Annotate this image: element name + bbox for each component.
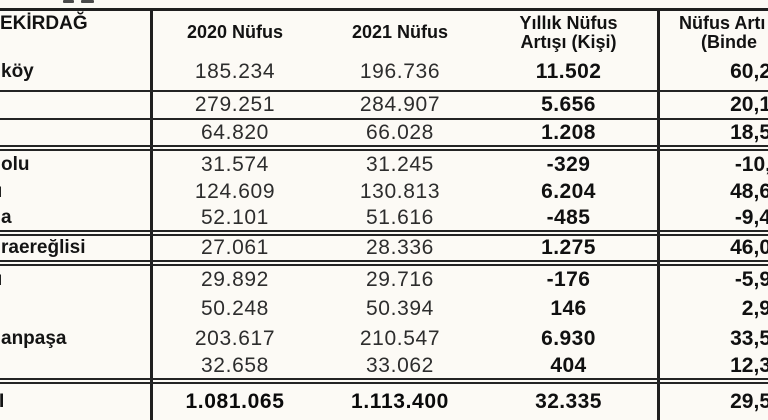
cell-2021-population: 284.907 [359,93,441,116]
cell-total-2021-population: 1.113.400 [351,390,449,413]
cell-growth-rate: 60,2 [730,60,768,83]
row-divider [0,90,768,92]
cell-district-name: raereğlisi [1,237,86,258]
header-2020-population: 2020 Nüfus [186,22,284,42]
cell-2021-population: 33.062 [365,354,434,377]
table-total-row: I 1.081.065 1.113.400 32.335 29,5 [0,384,768,420]
header-2021-population: 2021 Nüfus [351,22,449,42]
cell-2021-population: 130.813 [359,180,441,203]
cell-growth-rate: 18,5 [730,120,768,144]
cell-2020-population: 185.234 [194,60,276,83]
header-growth-rate: Nüfus Artı (Binde [657,11,768,54]
table-row: ı 29.892 29.716 -176 -5,9 [0,266,768,294]
cell-district-name: ı [0,178,150,206]
cell-annual-increase: 6.930 [541,327,596,350]
cell-district-name: a [1,207,12,228]
table-row: 279.251 284.907 5.656 20,1 [0,92,768,118]
cell-district-name: olu [1,153,30,175]
cell-growth-rate: 2,9 [741,297,768,320]
table-top-border [0,8,768,11]
cell-district-name [0,354,150,378]
cell-annual-increase: 11.502 [535,60,602,83]
header-province: EKİRDAĞ [0,13,88,34]
cell-2020-population: 50.248 [200,297,269,320]
cell-2020-population: 32.658 [200,354,269,377]
cell-annual-increase: 404 [550,354,587,377]
cell-growth-rate: 12,3 [730,354,768,377]
table-row: 32.658 33.062 404 12,3 [0,354,768,378]
cell-total-label: I [0,391,5,412]
cell-2021-population: 29.716 [365,268,434,291]
table-row: a 52.101 51.616 -485 -9,4 [0,206,768,230]
cell-2020-population: 64.820 [200,120,269,144]
cell-2021-population: 31.245 [365,152,434,176]
cell-total-2020-population: 1.081.065 [185,390,285,413]
cell-2020-population: 27.061 [200,236,269,259]
cell-total-growth-rate: 29,5 [730,390,768,413]
cell-2021-population: 196.736 [359,60,441,83]
cell-2021-population: 28.336 [365,236,434,259]
cell-2021-population: 210.547 [359,327,441,350]
cell-annual-increase: 1.208 [541,120,596,144]
cell-annual-increase: 146 [550,297,587,320]
column-border-left [150,8,153,420]
header-growth-rate-line2: (Binde [701,31,757,52]
table-row: anpaşa 203.617 210.547 6.930 33,5 [0,324,768,354]
group-divider [0,145,768,151]
cell-2020-population: 203.617 [194,327,276,350]
cell-district-name [0,92,150,118]
header-annual-increase: Yıllık Nüfus Artışı (Kişi) [480,11,657,54]
table-row: köy 185.234 196.736 11.502 60,2 [0,54,768,90]
cell-annual-increase: -329 [546,152,591,176]
cell-district-name [0,120,150,145]
cell-district-name: anpaşa [1,328,67,349]
group-divider [0,230,768,236]
header-annual-increase-line2: Artışı (Kişi) [520,31,617,52]
cell-district-name [0,294,150,324]
row-divider [0,118,768,120]
cell-growth-rate: 33,5 [730,327,768,350]
cell-district-name: ı [0,266,150,294]
table-row: 64.820 66.028 1.208 18,5 [0,120,768,145]
cell-total-annual-increase: 32.335 [535,390,602,413]
table: EKİRDAĞ 2020 Nüfus 2021 Nüfus Yıllık Nüf… [0,11,768,420]
cell-growth-rate: 20,1 [730,93,768,116]
cell-annual-increase: -176 [546,268,591,291]
cell-2020-population: 31.574 [200,152,269,176]
table-header-row: EKİRDAĞ 2020 Nüfus 2021 Nüfus Yıllık Nüf… [0,11,768,54]
cell-2020-population: 52.101 [200,206,269,229]
cell-2020-population: 29.892 [200,268,269,291]
table-row: ı 124.609 130.813 6.204 48,6 [0,178,768,206]
cell-2021-population: 51.616 [365,206,434,229]
header-growth-rate-line1: Nüfus Artı [679,12,766,33]
cell-2021-population: 50.394 [365,297,434,320]
cell-annual-increase: 5.656 [541,93,596,116]
cell-annual-increase: 6.204 [541,180,596,203]
table-row: olu 31.574 31.245 -329 -10, [0,151,768,178]
header-annual-increase-line1: Yıllık Nüfus [519,12,618,33]
cell-2020-population: 279.251 [194,93,276,116]
column-border-right [657,8,660,420]
cell-annual-increase: 1.275 [541,236,596,259]
cell-annual-increase: -485 [546,206,591,229]
group-divider [0,260,768,266]
table-row: raereğlisi 27.061 28.336 1.275 46,0 [0,236,768,260]
cell-district-name: köy [1,61,34,82]
cell-2020-population: 124.609 [194,180,276,203]
cell-growth-rate: -9,4 [734,206,768,229]
cell-growth-rate: -5,9 [734,268,768,291]
cell-growth-rate: 48,6 [730,180,768,203]
cell-growth-rate: -10, [734,152,768,176]
table-row: 50.248 50.394 146 2,9 [0,294,768,324]
crop-artifact [63,0,74,3]
crop-artifact [81,0,94,3]
group-divider [0,378,768,384]
cell-2021-population: 66.028 [365,120,434,144]
cell-growth-rate: 46,0 [730,236,768,259]
